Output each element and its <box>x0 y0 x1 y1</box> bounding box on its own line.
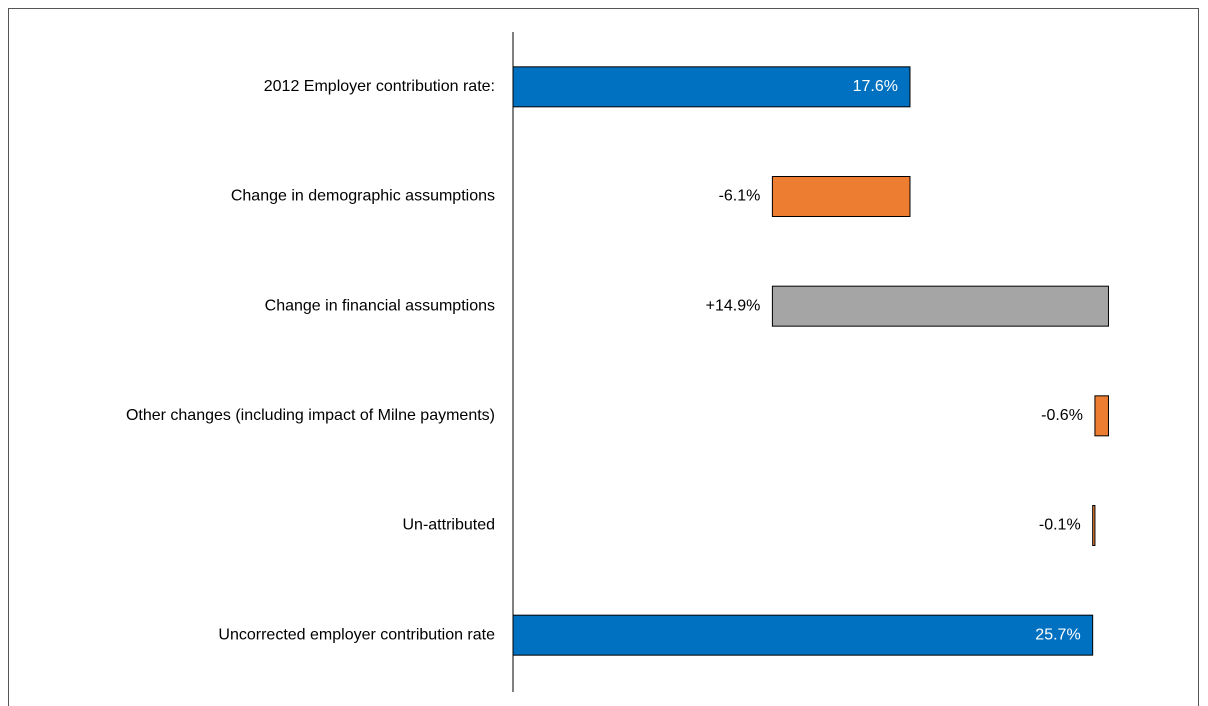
bar <box>1094 395 1109 437</box>
value-label: 17.6% <box>853 78 898 95</box>
category-label: Other changes (including impact of Milne… <box>126 407 495 424</box>
value-label: -0.6% <box>1041 407 1083 424</box>
category-label: Change in financial assumptions <box>265 297 495 314</box>
value-label: -0.1% <box>1039 517 1081 534</box>
category-label: Un-attributed <box>403 517 496 534</box>
bar <box>1092 505 1096 546</box>
category-label: 2012 Employer contribution rate: <box>264 78 495 95</box>
bar <box>512 614 1094 656</box>
value-label: -6.1% <box>719 188 761 205</box>
category-label: Uncorrected employer contribution rate <box>218 626 495 643</box>
bar <box>771 285 1109 327</box>
value-label: +14.9% <box>706 297 761 314</box>
category-label: Change in demographic assumptions <box>231 188 495 205</box>
chart-frame <box>8 8 1199 706</box>
value-label: 25.7% <box>1035 626 1080 643</box>
bar <box>771 176 911 217</box>
bar <box>512 66 911 108</box>
